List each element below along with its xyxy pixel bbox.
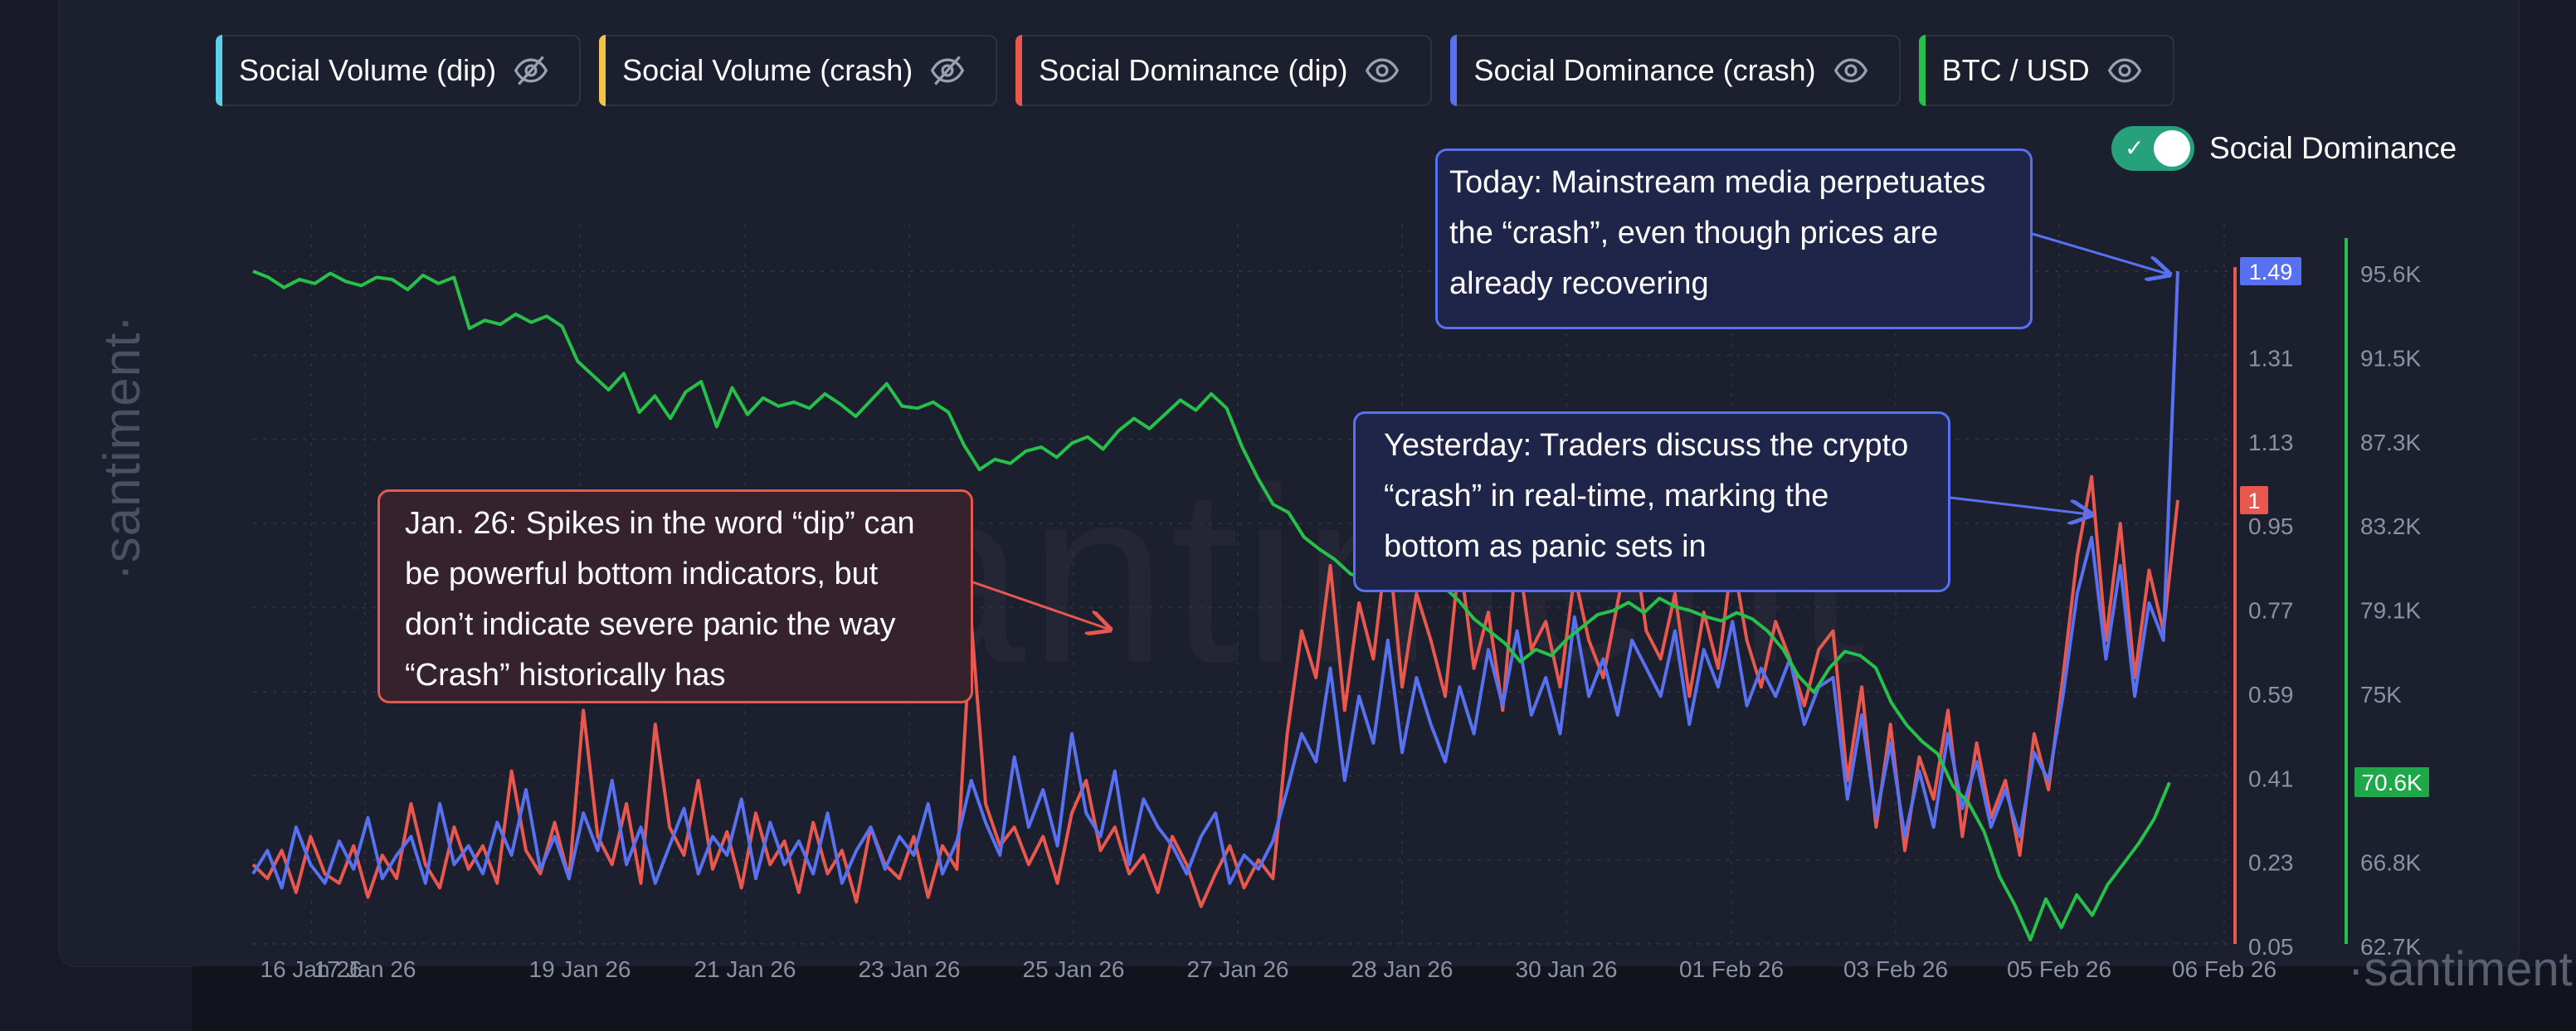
right-axis-tick-label: 75K xyxy=(2360,682,2402,708)
legend-label: Social Volume (dip) xyxy=(239,53,497,87)
legend-item[interactable]: BTC / USD xyxy=(1918,35,2174,106)
toggle-knob xyxy=(2154,130,2190,167)
left-axis-tick-label: 0.77 xyxy=(2248,598,2294,624)
left-axis-tick-label: 1.13 xyxy=(2248,430,2294,455)
social-dominance-toggle-group[interactable]: ✓ Social Dominance xyxy=(2111,126,2457,171)
series-line-social-dominance-dip- xyxy=(251,474,2179,908)
right-axis-tick-label: 91.5K xyxy=(2360,345,2421,371)
left-top-badge xyxy=(2240,257,2301,285)
eye-icon[interactable] xyxy=(1833,52,1869,89)
annotation-dip: Jan. 26: Spikes in the word “dip” can be… xyxy=(377,489,973,703)
legend-item[interactable]: Social Volume (dip) xyxy=(216,35,582,106)
left-axis-tick-label: 0.95 xyxy=(2248,513,2294,539)
right-axis-tick-label: 66.8K xyxy=(2360,850,2421,876)
left-axis-tick-label: 0.41 xyxy=(2248,766,2294,791)
x-axis-tick-label: 19 Jan 26 xyxy=(529,956,631,982)
bottom-strip xyxy=(192,966,2576,1031)
eye-icon[interactable] xyxy=(1364,52,1400,89)
eye-off-icon[interactable] xyxy=(929,52,966,89)
right-axis-tick-label: 95.6K xyxy=(2360,261,2421,287)
legend-color-bar xyxy=(216,35,222,106)
x-axis-tick-label: 21 Jan 26 xyxy=(694,956,796,982)
legend-item[interactable]: Social Volume (crash) xyxy=(599,35,998,106)
arrow-dip xyxy=(972,581,1108,629)
chart-panel xyxy=(58,0,2520,967)
series-line-social-dominance-crash- xyxy=(251,270,2179,890)
left-mid-badge-label: 1 xyxy=(2247,489,2260,513)
eye-icon[interactable] xyxy=(2106,52,2143,89)
legend-color-bar xyxy=(1015,35,1023,106)
left-mid-badge xyxy=(2240,486,2268,514)
x-axis-tick-label: 03 Feb 26 xyxy=(1843,956,1948,982)
x-axis-tick-label: 17 Jan 26 xyxy=(314,956,416,982)
left-axis-tick-label: 0.59 xyxy=(2248,682,2294,708)
left-axis-tick-label: 0.05 xyxy=(2248,934,2294,960)
annotation-today: Today: Mainstream media perpetuates the … xyxy=(1435,148,2033,329)
legend-color-bar xyxy=(1918,35,1926,106)
legend-label: Social Volume (crash) xyxy=(622,53,913,87)
left-axis-tick-label: 0.23 xyxy=(2248,850,2294,876)
right-axis-tick-label: 79.1K xyxy=(2360,598,2421,624)
left-top-badge-label: 1.49 xyxy=(2249,260,2293,284)
right-current-badge xyxy=(2354,767,2429,797)
legend-color-bar xyxy=(599,35,606,106)
arrow-yesterday xyxy=(1950,496,2089,514)
check-icon: ✓ xyxy=(2125,135,2145,161)
x-axis-tick-label: 06 Feb 26 xyxy=(2172,956,2277,982)
x-axis-tick-label: 16 Jan 26 xyxy=(261,956,363,982)
x-axis-tick-label: 25 Jan 26 xyxy=(1023,956,1125,982)
legend-item[interactable]: Social Dominance (dip) xyxy=(1015,35,1433,106)
right-axis-tick-label: 83.2K xyxy=(2360,513,2421,539)
x-axis-tick-label: 05 Feb 26 xyxy=(2007,956,2111,982)
santiment-corner-watermark: ·santiment· xyxy=(2348,942,2576,996)
legend-color-bar xyxy=(1450,35,1458,106)
series-line-btc-usd xyxy=(252,270,2171,942)
x-axis-tick-label: 28 Jan 26 xyxy=(1351,956,1454,982)
x-axis-tick-label: 01 Feb 26 xyxy=(1679,956,1784,982)
legend-label: Social Dominance (crash) xyxy=(1473,53,1816,87)
legend-label: Social Dominance (dip) xyxy=(1039,53,1348,87)
x-axis-tick-label: 23 Jan 26 xyxy=(859,956,961,982)
annotation-yesterday: Yesterday: Traders discuss the crypto “c… xyxy=(1353,411,1950,592)
right-axis-tick-label: 62.7K xyxy=(2360,934,2421,960)
arrow-today xyxy=(2032,232,2167,274)
legend-item[interactable]: Social Dominance (crash) xyxy=(1450,35,1901,106)
x-axis-tick-label: 27 Jan 26 xyxy=(1187,956,1289,982)
x-axis-tick-label: 30 Jan 26 xyxy=(1516,956,1618,982)
social-dominance-toggle[interactable]: ✓ xyxy=(2111,126,2194,171)
left-axis-tick-label: 1.31 xyxy=(2248,345,2294,371)
legend-label: BTC / USD xyxy=(1941,53,2090,87)
right-axis-tick-label: 87.3K xyxy=(2360,430,2421,455)
toggle-label: Social Dominance xyxy=(2209,131,2457,165)
legend: Social Volume (dip) Social Volume (crash)… xyxy=(216,35,2174,109)
right-current-badge-label: 70.6K xyxy=(2361,770,2422,795)
eye-off-icon[interactable] xyxy=(513,52,549,89)
